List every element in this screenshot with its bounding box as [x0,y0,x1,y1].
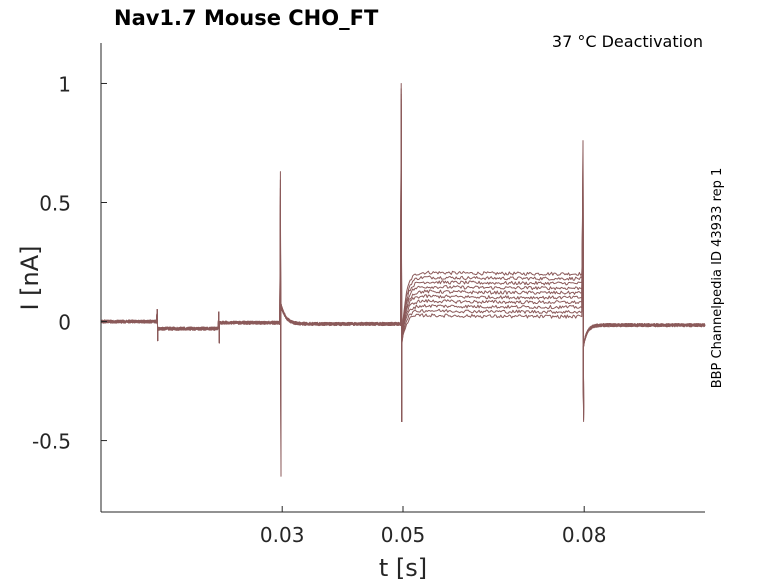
current-trace [100,98,706,451]
x-ticks: 0.03 0.05 0.08 [260,506,607,547]
y-ticks: -0.5 0 0.5 1 [32,72,107,454]
x-tick-label: 0.05 [381,523,426,547]
current-trace [100,120,706,422]
current-trace [100,93,706,460]
y-tick-label: 0.5 [39,192,71,216]
current-trace [100,88,706,469]
chart-title: Nav1.7 Mouse CHO_FT [114,6,379,30]
x-axis-label: t [s] [379,554,427,582]
y-axis-label: I [nA] [16,245,44,310]
current-trace [100,83,706,477]
current-trace [100,114,706,426]
current-trace [100,130,706,422]
x-tick-label: 0.08 [562,523,607,547]
y-tick-label: -0.5 [32,430,71,454]
x-tick-label: 0.03 [260,523,305,547]
current-trace [100,109,706,434]
plot-series [100,83,706,477]
y-tick-label: 1 [58,72,71,96]
chart-annotation: 37 °C Deactivation [552,32,703,51]
y-tick-label: 0 [58,311,71,335]
current-trace [100,104,705,443]
current-trace [100,125,706,422]
side-label: BBP Channelpedia ID 43933 rep 1 [710,168,725,389]
